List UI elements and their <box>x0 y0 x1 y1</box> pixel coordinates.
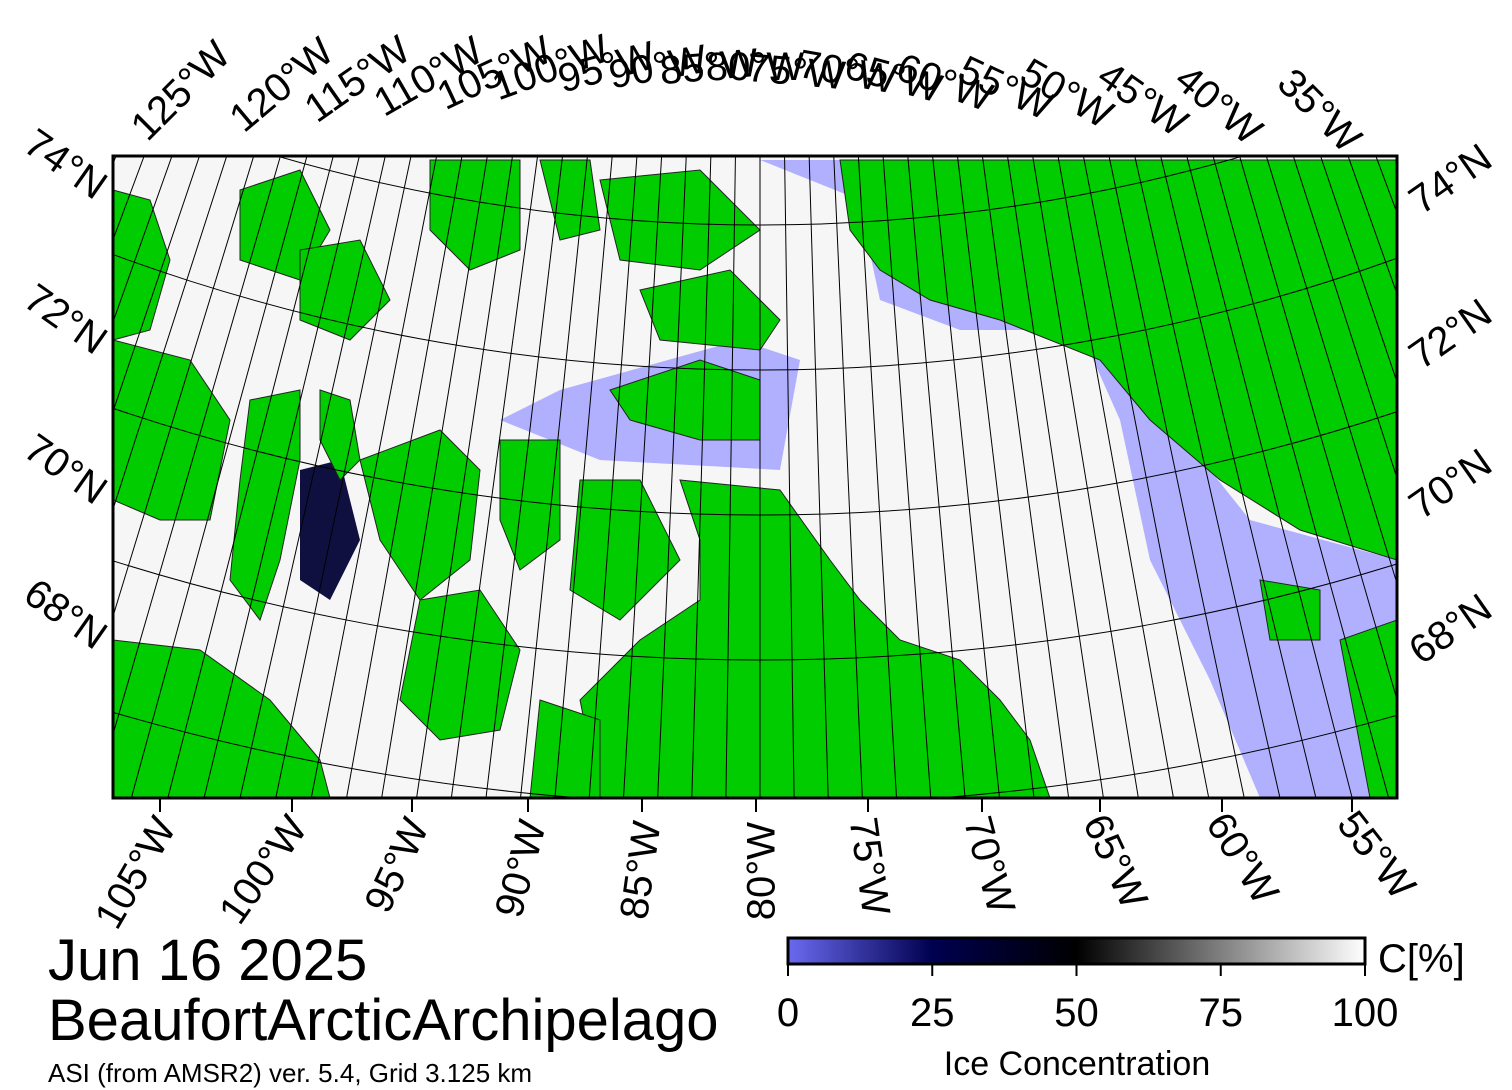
meridian <box>808 156 829 798</box>
meridian <box>833 156 863 798</box>
meridian <box>203 156 360 798</box>
longitude-label: 90°W <box>487 815 555 922</box>
meridian <box>113 156 281 737</box>
meridian <box>381 156 488 798</box>
meridian <box>588 156 638 798</box>
meridian <box>882 156 932 798</box>
meridian <box>519 156 588 798</box>
meridian <box>1265 156 1397 586</box>
colorbar-tick-label: 0 <box>777 991 799 1035</box>
latitude-label: 72°N <box>1401 291 1499 378</box>
meridian <box>1186 156 1353 798</box>
graticule <box>0 0 1512 798</box>
meridian <box>130 156 308 798</box>
meridian <box>956 156 1035 798</box>
meridian <box>239 156 386 798</box>
land <box>113 159 1397 798</box>
latitude-label: 68°N <box>1401 586 1499 673</box>
meridian <box>450 156 539 798</box>
meridian <box>1292 156 1397 480</box>
longitude-label: 100°W <box>211 808 316 932</box>
longitude-label: 95°W <box>356 811 438 919</box>
latitude-label: 70°N <box>1401 441 1499 528</box>
date: Jun 16 2025 <box>48 928 367 993</box>
colorbar-tick-label: 100 <box>1332 991 1399 1035</box>
latitude-label: 74°N <box>16 121 114 208</box>
meridian <box>1082 156 1210 798</box>
meridian <box>1160 156 1317 798</box>
latitude-label: 68°N <box>16 571 114 658</box>
longitude-label: 70°W <box>955 812 1023 919</box>
longitude-label: 60°W <box>1197 805 1287 912</box>
meridian <box>310 156 438 798</box>
meridian <box>1006 156 1104 798</box>
meridian <box>622 156 663 798</box>
colorbar-tick-label: 75 <box>1199 991 1244 1035</box>
meridian <box>1134 156 1281 798</box>
latitude-label: 74°N <box>1401 136 1499 223</box>
meridian <box>857 156 898 798</box>
meridian <box>1212 156 1390 798</box>
ice-dense <box>300 460 360 600</box>
source-note: ASI (from AMSR2) ver. 5.4, Grid 3.125 km <box>48 1058 532 1088</box>
meridian <box>113 156 255 618</box>
meridian <box>1108 156 1245 798</box>
meridian <box>416 156 514 798</box>
meridian <box>113 156 228 511</box>
open-water <box>760 160 1397 798</box>
meridian <box>554 156 613 798</box>
meridian <box>1032 156 1139 798</box>
meridian <box>784 156 795 798</box>
colorbar <box>786 936 1367 966</box>
longitude-label: 85°W <box>658 41 760 93</box>
meridian <box>907 156 966 798</box>
colorbar-tick-label: 25 <box>910 991 955 1035</box>
colorbar-ticks: 0 25 50 75 100 <box>777 964 1399 1035</box>
longitude-label: 125°W <box>123 32 239 148</box>
meridian <box>1239 156 1397 702</box>
region-name: BeaufortArcticArchipelago <box>48 988 719 1053</box>
meridian <box>657 156 687 798</box>
colorbar-tick-label: 50 <box>1054 991 1099 1035</box>
meridian <box>0 0 114 772</box>
meridian <box>275 156 412 798</box>
longitude-label: 35°W <box>1269 61 1370 162</box>
colorbar-unit: C[%] <box>1378 937 1465 981</box>
meridian <box>485 156 564 798</box>
meridian <box>691 156 712 798</box>
meridian <box>167 156 334 798</box>
longitude-label: 80°W <box>740 822 784 920</box>
latitude-label: 70°N <box>16 426 114 513</box>
longitude-label: 105°W <box>87 810 185 937</box>
meridian <box>725 156 736 798</box>
meridian <box>1489 0 1512 706</box>
meridian <box>0 0 11 689</box>
longitude-label: 75°W <box>841 815 898 919</box>
meridian <box>346 156 463 798</box>
meridian <box>981 156 1070 798</box>
longitude-label: 80°W <box>706 45 804 89</box>
meridian <box>1385 0 1512 787</box>
map-area <box>0 0 1512 798</box>
latitude-label: 72°N <box>16 276 114 363</box>
meridian <box>1057 156 1174 798</box>
longitude-label: 85°W <box>612 818 669 922</box>
meridian <box>932 156 1001 798</box>
longitude-label: 75°W <box>745 46 847 98</box>
colorbar-label: Ice Concentration <box>944 1045 1211 1083</box>
longitude-label: 55°W <box>1329 803 1424 908</box>
longitude-label: 65°W <box>1074 808 1156 916</box>
